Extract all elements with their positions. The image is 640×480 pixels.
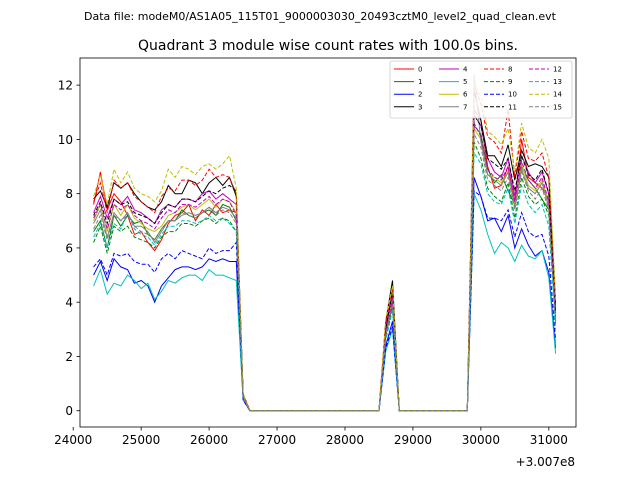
legend-label-0: 0 — [418, 66, 422, 74]
legend-label-13: 13 — [553, 78, 562, 86]
y-tick-label: 0 — [65, 404, 73, 418]
legend-label-8: 8 — [508, 66, 512, 74]
chart-title: Quadrant 3 module wise count rates with … — [138, 38, 518, 54]
legend-label-12: 12 — [553, 66, 562, 74]
x-tick-label: 31000 — [530, 433, 568, 447]
data-file-caption: Data file: modeM0/AS1A05_115T01_90000030… — [84, 10, 557, 23]
axes-layer: 24000 25000 26000 27000 28000 29000 30000 31000… — [54, 57, 577, 447]
legend-label-2: 2 — [418, 91, 422, 99]
legend-box — [389, 60, 573, 119]
legend-label-1: 1 — [418, 78, 422, 86]
y-tick-label: 4 — [65, 296, 73, 310]
x-tick-label: 24000 — [54, 433, 92, 447]
series-layer — [93, 74, 557, 412]
series-line-15 — [93, 133, 557, 412]
y-tick-label: 10 — [58, 133, 73, 147]
y-tick-label: 6 — [65, 241, 73, 255]
series-line-14 — [93, 83, 557, 412]
x-tick-label: 29000 — [394, 433, 432, 447]
x-tick-label: 27000 — [258, 433, 296, 447]
legend-label-15: 15 — [553, 103, 562, 111]
x-tick-label: 28000 — [326, 433, 364, 447]
legend-label-9: 9 — [508, 78, 512, 86]
x-tick-label: 26000 — [190, 433, 228, 447]
legend-label-4: 4 — [463, 66, 468, 74]
series-line-13 — [93, 151, 557, 412]
x-tick-label: 30000 — [462, 433, 500, 447]
legend-label-6: 6 — [463, 91, 468, 99]
x-offset-text: +3.007e8 — [516, 455, 575, 469]
legend-label-10: 10 — [508, 91, 517, 99]
legend-label-11: 11 — [508, 103, 517, 111]
y-tick-label: 12 — [58, 79, 73, 93]
legend-label-3: 3 — [418, 103, 422, 111]
legend-label-7: 7 — [463, 103, 467, 111]
y-tick-label: 8 — [65, 187, 73, 201]
legend-label-14: 14 — [553, 91, 562, 99]
y-tick-label: 2 — [65, 350, 73, 364]
x-tick-label: 25000 — [122, 433, 160, 447]
plot-frame — [79, 57, 577, 428]
legend-label-5: 5 — [463, 78, 467, 86]
